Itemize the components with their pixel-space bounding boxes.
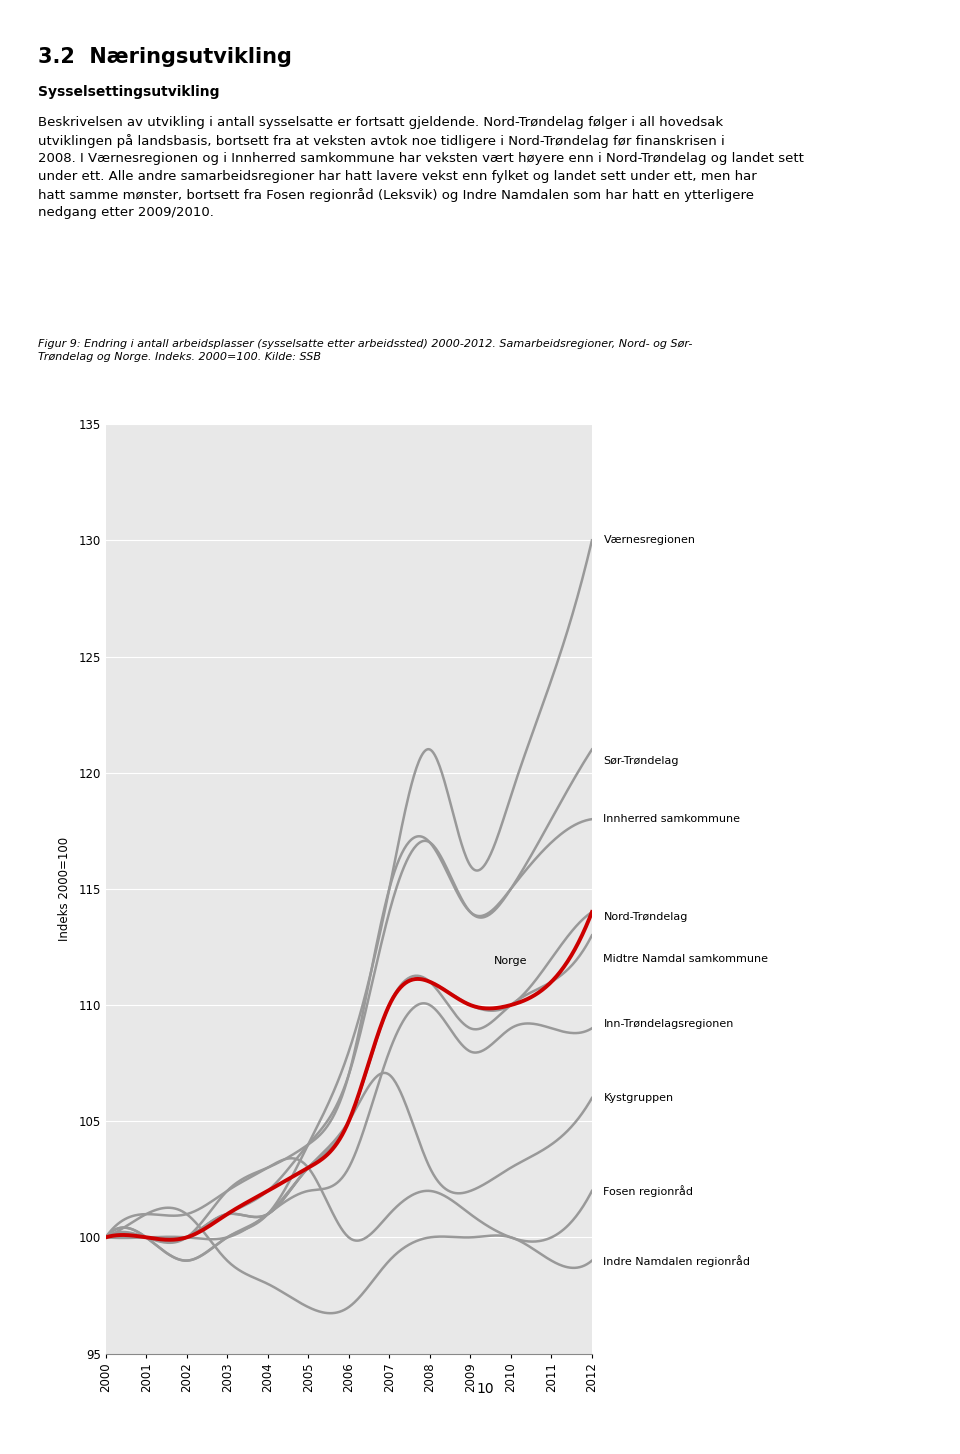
Text: Midtre Namdal samkommune: Midtre Namdal samkommune: [604, 954, 768, 964]
Text: Fosen regionråd: Fosen regionråd: [604, 1185, 693, 1197]
Text: Sør-Trøndelag: Sør-Trøndelag: [604, 756, 679, 766]
Text: Beskrivelsen av utvikling i antall sysselsatte er fortsatt gjeldende. Nord-Trønd: Beskrivelsen av utvikling i antall sysse…: [38, 116, 804, 220]
Y-axis label: Indeks 2000=100: Indeks 2000=100: [59, 838, 71, 941]
Text: Værnesregionen: Værnesregionen: [604, 535, 695, 545]
Text: Sysselsettingsutvikling: Sysselsettingsutvikling: [38, 86, 220, 99]
Text: Inn-Trøndelagsregionen: Inn-Trøndelagsregionen: [604, 1019, 733, 1028]
Text: Indre Namdalen regionråd: Indre Namdalen regionråd: [604, 1255, 751, 1266]
Text: Kystgruppen: Kystgruppen: [604, 1093, 674, 1104]
Text: Innherred samkommune: Innherred samkommune: [604, 814, 740, 824]
Text: 3.2  Næringsutvikling: 3.2 Næringsutvikling: [38, 48, 292, 67]
Text: Nord-Trøndelag: Nord-Trøndelag: [604, 912, 687, 922]
Text: Norge: Norge: [494, 955, 528, 965]
Text: 10: 10: [476, 1383, 493, 1396]
Text: Figur 9: Endring i antall arbeidsplasser (sysselsatte etter arbeidssted) 2000-20: Figur 9: Endring i antall arbeidsplasser…: [38, 339, 693, 362]
